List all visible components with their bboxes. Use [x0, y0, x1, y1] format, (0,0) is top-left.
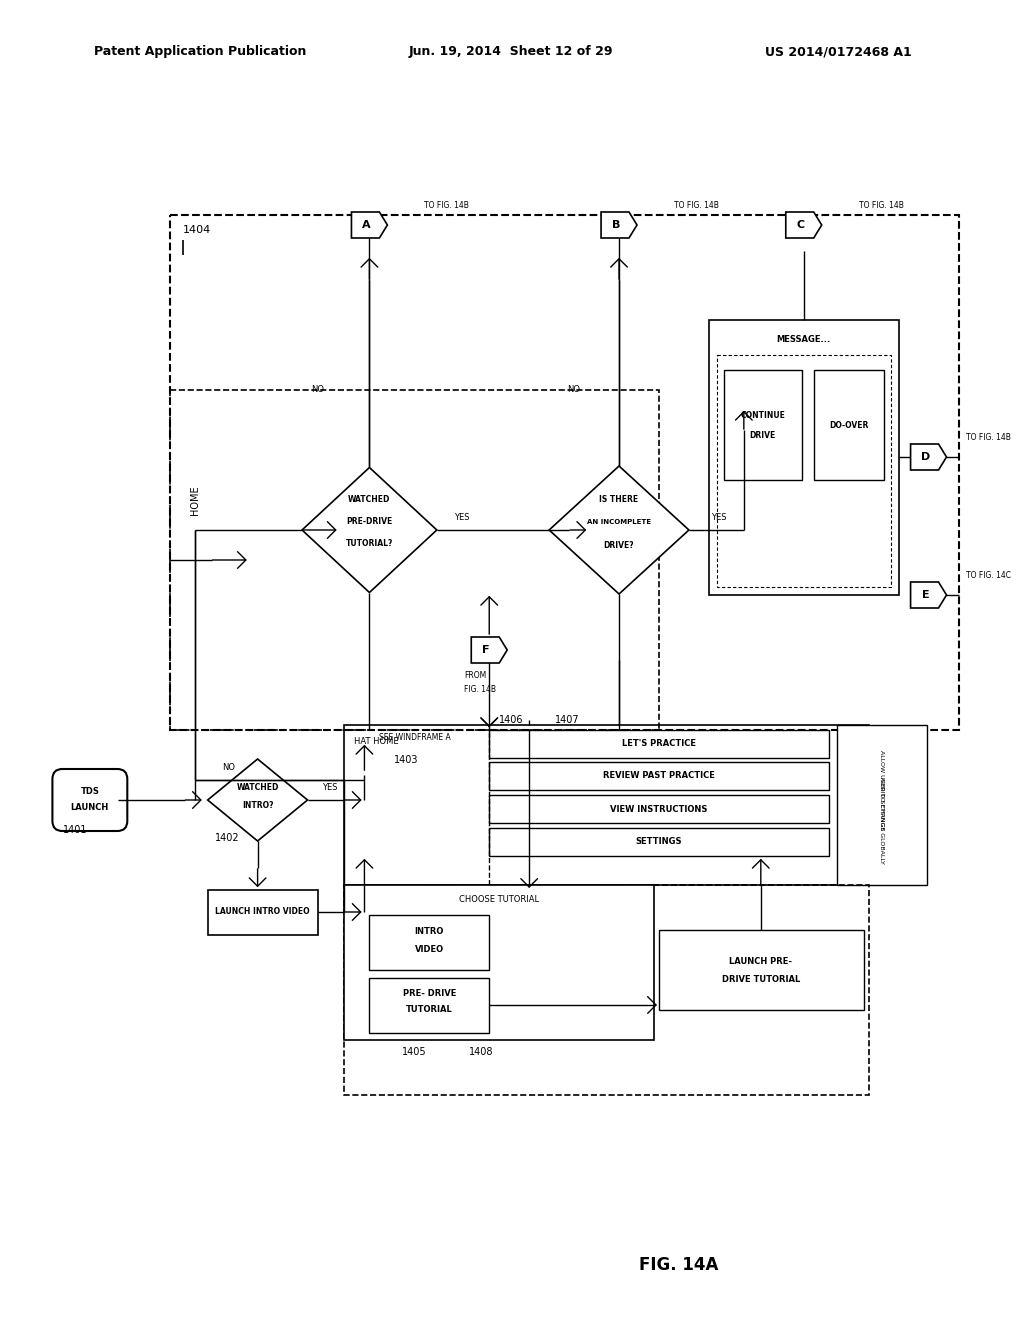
Text: DRIVE: DRIVE [750, 430, 776, 440]
Bar [489, 762, 828, 789]
Text: E: E [922, 590, 930, 601]
Text: 1401: 1401 [62, 825, 87, 836]
Text: VIDEO: VIDEO [415, 945, 443, 954]
Text: DRIVE?: DRIVE? [604, 540, 634, 549]
Text: TO FIG. 14B: TO FIG. 14B [859, 201, 903, 210]
Polygon shape [208, 759, 307, 841]
Bar [724, 370, 802, 480]
Text: ALLOW USER TO CHANGE: ALLOW USER TO CHANGE [880, 750, 884, 830]
Text: NO: NO [221, 763, 234, 772]
Bar [170, 389, 659, 730]
Text: SETTINGS: SETTINGS [636, 837, 682, 846]
Text: FROM: FROM [464, 671, 486, 680]
Text: B: B [612, 220, 621, 230]
Text: HAT HOME: HAT HOME [354, 738, 399, 747]
Text: F: F [482, 645, 490, 655]
Text: PRE- DRIVE: PRE- DRIVE [402, 989, 456, 998]
Polygon shape [471, 638, 507, 663]
Text: LAUNCH PRE-: LAUNCH PRE- [729, 957, 793, 966]
Text: 1403: 1403 [394, 755, 419, 766]
Text: C: C [797, 220, 805, 230]
Text: TUTORIAL: TUTORIAL [406, 1006, 453, 1015]
Text: DRIVE TUTORIAL: DRIVE TUTORIAL [722, 975, 800, 985]
Polygon shape [910, 444, 946, 470]
Polygon shape [302, 467, 437, 593]
Text: INTRO: INTRO [415, 928, 444, 936]
Text: IS THERE: IS THERE [599, 495, 639, 504]
Text: 1406: 1406 [500, 715, 523, 725]
Text: TUTORIAL?: TUTORIAL? [346, 540, 393, 549]
Bar [489, 730, 828, 758]
Text: AN INCOMPLETE: AN INCOMPLETE [587, 519, 651, 525]
Text: NO: NO [311, 385, 324, 395]
Text: YES: YES [323, 783, 338, 792]
Bar [489, 795, 828, 822]
Bar [344, 725, 868, 884]
Text: TO FIG. 14B: TO FIG. 14B [674, 201, 719, 210]
Text: Patent Application Publication: Patent Application Publication [93, 45, 306, 58]
Text: 1405: 1405 [402, 1047, 427, 1057]
Bar [344, 884, 868, 1096]
Bar [659, 931, 863, 1010]
Text: NO: NO [567, 385, 581, 395]
Text: CHOOSE TUTORIAL: CHOOSE TUTORIAL [459, 895, 540, 904]
Bar [717, 355, 891, 587]
Text: YES: YES [711, 512, 726, 521]
Text: WATCHED: WATCHED [237, 784, 279, 792]
Text: A: A [362, 220, 371, 230]
Text: TO FIG. 14C: TO FIG. 14C [967, 570, 1012, 579]
Text: AUDIO SETTINGS GLOBALLY: AUDIO SETTINGS GLOBALLY [880, 776, 884, 863]
Text: DO-OVER: DO-OVER [829, 421, 868, 429]
Text: HOME: HOME [189, 486, 200, 515]
Polygon shape [601, 213, 637, 238]
Text: FIG. 14B: FIG. 14B [464, 685, 497, 694]
Polygon shape [549, 466, 689, 594]
Text: 1408: 1408 [469, 1047, 494, 1057]
Text: TO FIG. 14B: TO FIG. 14B [424, 201, 469, 210]
Text: SEE WINDFRAME A: SEE WINDFRAME A [380, 733, 452, 742]
Text: LET'S PRACTICE: LET'S PRACTICE [622, 739, 696, 748]
Polygon shape [351, 213, 387, 238]
Text: TDS: TDS [81, 788, 99, 796]
Text: PRE-DRIVE: PRE-DRIVE [346, 517, 392, 527]
Polygon shape [785, 213, 821, 238]
Text: INTRO?: INTRO? [242, 801, 273, 810]
Bar [814, 370, 884, 480]
Text: LAUNCH INTRO VIDEO: LAUNCH INTRO VIDEO [215, 908, 310, 916]
Text: 1407: 1407 [555, 715, 580, 725]
Bar [489, 828, 828, 855]
Text: 1404: 1404 [182, 224, 211, 235]
Text: CONTINUE: CONTINUE [740, 411, 785, 420]
Polygon shape [910, 582, 946, 609]
Text: LAUNCH: LAUNCH [71, 804, 109, 813]
Bar [837, 725, 927, 884]
Text: 1402: 1402 [215, 833, 240, 843]
Text: REVIEW PAST PRACTICE: REVIEW PAST PRACTICE [603, 771, 715, 780]
Text: YES: YES [455, 512, 470, 521]
Bar [170, 215, 958, 730]
Text: Jun. 19, 2014  Sheet 12 of 29: Jun. 19, 2014 Sheet 12 of 29 [409, 45, 613, 58]
Text: US 2014/0172468 A1: US 2014/0172468 A1 [765, 45, 912, 58]
Bar [370, 978, 489, 1034]
Text: D: D [921, 451, 930, 462]
Bar [208, 890, 317, 935]
Bar [344, 884, 654, 1040]
Text: WATCHED: WATCHED [348, 495, 390, 504]
FancyBboxPatch shape [52, 770, 127, 832]
Text: TO FIG. 14B: TO FIG. 14B [967, 433, 1012, 442]
Text: MESSAGE...: MESSAGE... [776, 335, 830, 345]
Bar [709, 319, 899, 595]
Text: FIG. 14A: FIG. 14A [639, 1257, 719, 1274]
Text: VIEW INSTRUCTIONS: VIEW INSTRUCTIONS [610, 804, 708, 813]
Bar [370, 915, 489, 970]
